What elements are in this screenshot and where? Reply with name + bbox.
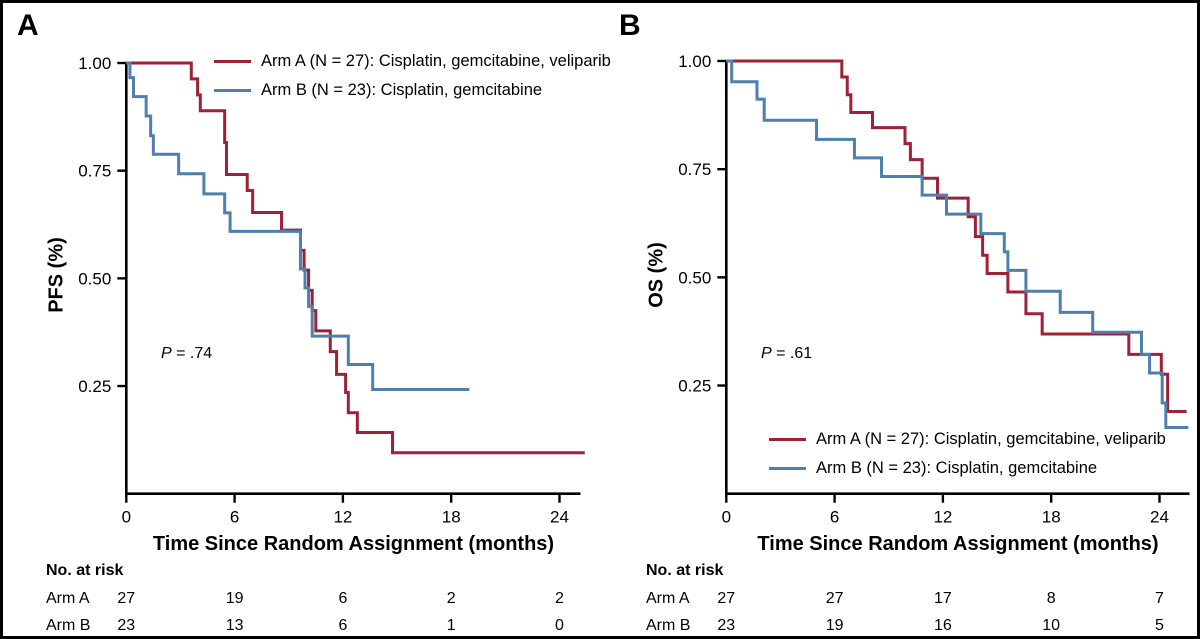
arm-a-legend-label: Arm A (N = 27): Cisplatin, gemcitabine, … bbox=[816, 430, 1166, 448]
panel-a-x-tick-label: 6 bbox=[230, 508, 239, 527]
panel-a-risk-table-header: No. at risk bbox=[46, 562, 124, 579]
panel-a-letter: A bbox=[17, 9, 40, 42]
panel-b-x-axis-label: Time Since Random Assignment (months) bbox=[757, 533, 1159, 555]
panel-b-legend-item-arm-a: Arm A (N = 27): Cisplatin, gemcitabine, … bbox=[769, 425, 1166, 454]
panel-a-km-curve-arm-a bbox=[126, 61, 585, 455]
panel-a-risk-value-arm-a: 6 bbox=[338, 590, 348, 607]
panel-a-risk-row-label-arm-a: Arm A bbox=[46, 590, 90, 607]
panel-b-legend: Arm A (N = 27): Cisplatin, gemcitabine, … bbox=[769, 425, 1166, 483]
panel-b-letter: B bbox=[619, 9, 642, 42]
panel-b-risk-value-arm-b: 10 bbox=[1042, 617, 1061, 634]
arm-b-line-swatch bbox=[769, 466, 806, 471]
arm-b-legend-label: Arm B (N = 23): Cisplatin, gemcitabine bbox=[816, 459, 1098, 477]
panel-b-p-var: P bbox=[761, 345, 772, 362]
panel-b-risk-row-label-arm-a: Arm A bbox=[646, 590, 690, 607]
panel-a-legend-item-arm-a: Arm A (N = 27): Cisplatin, gemcitabine, … bbox=[214, 47, 611, 76]
panel-b-risk-value-arm-a: 17 bbox=[933, 590, 952, 607]
panel-a-y-tick-label: 0.50 bbox=[78, 269, 111, 288]
panel-b-risk-value-arm-b: 5 bbox=[1155, 617, 1164, 634]
panel-a-risk-value-arm-b: 13 bbox=[225, 617, 244, 634]
panel-a-risk-value-arm-b: 6 bbox=[338, 617, 348, 634]
arm-a-line-swatch bbox=[769, 437, 806, 442]
panel-b-risk-row-label-arm-b: Arm B bbox=[646, 617, 691, 634]
panel-b-km-curve-arm-a bbox=[726, 59, 1187, 413]
panel-b-risk-value-arm-a: 27 bbox=[717, 590, 736, 607]
panel-b-x-tick-label: 18 bbox=[1042, 508, 1061, 527]
panel-b-p-value: P = .61 bbox=[761, 345, 812, 363]
panel-a-y-tick-label: 0.75 bbox=[78, 162, 111, 181]
panel-a-risk-row-label-arm-b: Arm B bbox=[46, 617, 91, 634]
panel-a-y-axis-label: PFS (%) bbox=[45, 237, 68, 313]
panel-b-y-axis-label: OS (%) bbox=[645, 242, 668, 308]
panel-a-p-var: P bbox=[161, 345, 172, 362]
arm-a-line-swatch bbox=[214, 59, 251, 64]
panel-b-risk-value-arm-b: 19 bbox=[825, 617, 844, 634]
panel-a-y-tick-label: 0.25 bbox=[78, 377, 111, 396]
km-plot-canvas: 1.00 0.75 0.50 0.25 0 6 12 18 24 1.00 0.75 0.50 0.25… bbox=[78, 52, 1190, 527]
panel-a-km-curve-arm-b bbox=[126, 61, 470, 391]
panel-a-legend: Arm A (N = 27): Cisplatin, gemcitabine, … bbox=[214, 47, 611, 105]
panel-a-risk-value-arm-a: 2 bbox=[446, 590, 456, 607]
panel-b-risk-value-arm-a: 8 bbox=[1046, 590, 1056, 607]
panel-b-risk-value-arm-b: 16 bbox=[933, 617, 952, 634]
panel-a-risk-value-arm-a: 19 bbox=[225, 590, 244, 607]
panel-a-y-tick-label: 1.00 bbox=[78, 54, 111, 73]
panel-a-p-rest: = .74 bbox=[171, 345, 213, 362]
panel-a-legend-item-arm-b: Arm B (N = 23): Cisplatin, gemcitabine bbox=[214, 76, 611, 105]
panel-a-risk-value-arm-a: 27 bbox=[117, 590, 136, 607]
panel-b-y-tick-label: 0.75 bbox=[678, 160, 711, 179]
panel-b-p-rest: = .61 bbox=[771, 345, 813, 362]
panel-a-risk-value-arm-b: 0 bbox=[555, 617, 564, 634]
panel-a-x-tick-label: 18 bbox=[442, 508, 461, 527]
panel-a-x-axis-label: Time Since Random Assignment (months) bbox=[152, 533, 555, 555]
panel-a-p-value: P = .74 bbox=[161, 345, 212, 363]
arm-b-line-swatch bbox=[214, 88, 251, 93]
panel-a-risk-value-arm-a: 2 bbox=[555, 590, 564, 607]
panel-b-risk-value-arm-a: 27 bbox=[825, 590, 844, 607]
panel-b-risk-table-header: No. at risk bbox=[646, 562, 724, 579]
panel-b-y-tick-label: 0.50 bbox=[678, 268, 711, 287]
panel-b-risk-value-arm-a: 7 bbox=[1155, 590, 1164, 607]
panel-a-risk-value-arm-b: 1 bbox=[446, 617, 456, 634]
panel-b-km-curve-arm-b bbox=[726, 59, 1189, 429]
panel-a-x-tick-label: 0 bbox=[122, 508, 131, 527]
panel-a-x-tick-label: 12 bbox=[333, 508, 352, 527]
panel-b-risk-value-arm-b: 23 bbox=[717, 617, 736, 634]
panel-b-x-tick-label: 6 bbox=[830, 508, 839, 527]
panel-a-risk-value-arm-b: 23 bbox=[117, 617, 136, 634]
panel-b-x-tick-label: 12 bbox=[933, 508, 952, 527]
panel-a-x-tick-label: 24 bbox=[550, 508, 569, 527]
panel-b-x-tick-label: 24 bbox=[1150, 508, 1169, 527]
panel-b-y-tick-label: 1.00 bbox=[678, 52, 711, 71]
arm-a-legend-label: Arm A (N = 27): Cisplatin, gemcitabine, … bbox=[261, 52, 611, 70]
panel-b-legend-item-arm-b: Arm B (N = 23): Cisplatin, gemcitabine bbox=[769, 454, 1166, 483]
panel-b-x-tick-label: 0 bbox=[722, 508, 731, 527]
panel-b-y-tick-label: 0.25 bbox=[678, 377, 711, 396]
arm-b-legend-label: Arm B (N = 23): Cisplatin, gemcitabine bbox=[261, 81, 543, 99]
